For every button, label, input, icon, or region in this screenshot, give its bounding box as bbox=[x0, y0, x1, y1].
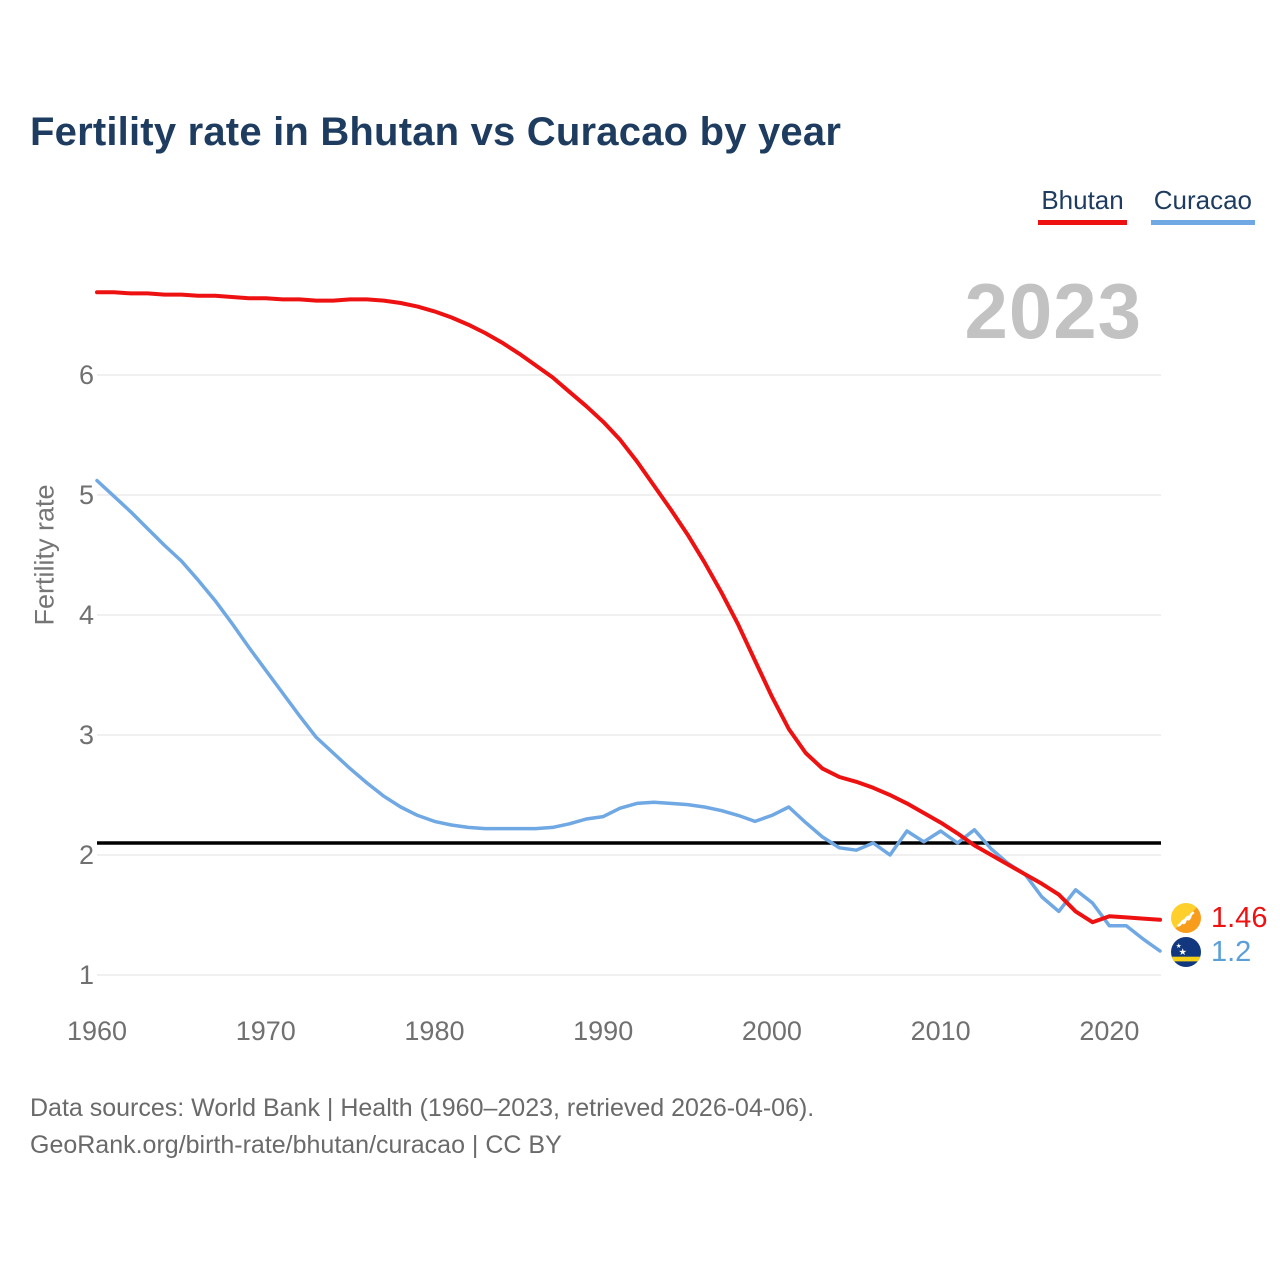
curacao-line bbox=[95, 478, 1162, 953]
bhutan-flag-icon bbox=[1171, 903, 1201, 933]
svg-text:★: ★ bbox=[1179, 947, 1187, 958]
legend: Bhutan Curacao bbox=[1038, 186, 1255, 225]
x-tick-2020: 2020 bbox=[1079, 1016, 1139, 1046]
x-tick-2000: 2000 bbox=[742, 1016, 802, 1046]
footer: Data sources: World Bank | Health (1960–… bbox=[30, 1090, 814, 1164]
attribution-note: GeoRank.org/birth-rate/bhutan/curacao | … bbox=[30, 1131, 562, 1159]
data-source-note: Data sources: World Bank | Health (1960–… bbox=[30, 1094, 815, 1122]
svg-text:★: ★ bbox=[1176, 942, 1182, 950]
page-title: Fertility rate in Bhutan vs Curacao by y… bbox=[30, 110, 842, 154]
x-tick-1980: 1980 bbox=[404, 1016, 464, 1046]
y-tick-3: 3 bbox=[79, 720, 94, 750]
y-tick-5: 5 bbox=[79, 480, 94, 510]
y-tick-6: 6 bbox=[79, 360, 94, 390]
y-tick-4: 4 bbox=[79, 600, 94, 630]
legend-item-curacao[interactable]: Curacao bbox=[1150, 186, 1255, 225]
y-tick-2: 2 bbox=[79, 840, 94, 870]
x-tick-1970: 1970 bbox=[236, 1016, 296, 1046]
y-tick-1: 1 bbox=[79, 960, 94, 990]
x-tick-1990: 1990 bbox=[573, 1016, 633, 1046]
curacao-flag-icon: ★ ★ bbox=[1171, 937, 1201, 967]
legend-item-bhutan[interactable]: Bhutan bbox=[1038, 186, 1127, 225]
x-tick-2010: 2010 bbox=[911, 1016, 971, 1046]
curacao-end-label: ★ ★ 1.2 bbox=[1171, 937, 1251, 967]
bhutan-line bbox=[95, 290, 1162, 925]
bhutan-latest-value: 1.46 bbox=[1211, 902, 1268, 934]
curacao-latest-value: 1.2 bbox=[1211, 936, 1252, 968]
year-watermark: 2023 bbox=[964, 267, 1142, 355]
x-tick-1960: 1960 bbox=[67, 1016, 127, 1046]
bhutan-end-label: 1.46 bbox=[1171, 903, 1267, 933]
